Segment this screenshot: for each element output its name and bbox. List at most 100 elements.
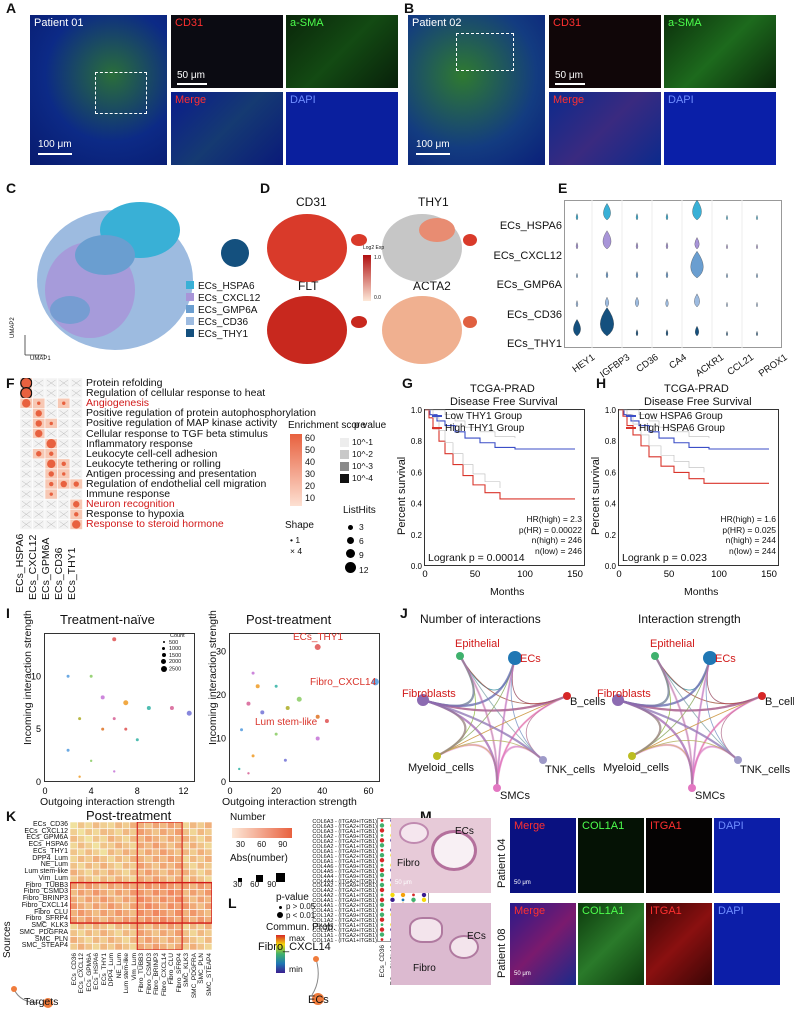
legend-line-icon [432, 427, 442, 430]
heatmap-cell [144, 929, 153, 937]
violin-shape [635, 271, 639, 279]
heatmap-cell [151, 868, 160, 877]
enrich-cross [34, 389, 44, 397]
heatmap-cell [129, 848, 138, 856]
scatter-point [112, 717, 116, 721]
heatmap-cell [129, 882, 138, 890]
heatmap-cell [84, 882, 93, 890]
heatmap-cell [166, 868, 175, 877]
lr-dot [379, 927, 385, 932]
network-node-label: B_cells [765, 696, 794, 708]
panel-i-right-ylabel: Incoming interaction strength [207, 610, 219, 745]
legend-label: p > 0.05 [286, 902, 316, 911]
y-tick: 0.0 [605, 562, 617, 571]
heatmap-cell [84, 922, 93, 931]
go-term-label: Angiogenesis [86, 397, 150, 410]
panel-letter-e: E [558, 180, 568, 196]
panel-b-dapi-label: DAPI [668, 94, 694, 106]
heatmap-cell [144, 875, 153, 883]
heatmap-cell [77, 835, 86, 843]
legend-label: ECs_THY1 [198, 329, 249, 340]
go-term-label: Antigen processing and presentation [86, 467, 257, 480]
y-tick: 0 [36, 777, 41, 787]
panel-b-merge-label: Merge [553, 94, 585, 106]
heatmap-cell [129, 862, 138, 870]
heatmap-cell [122, 868, 131, 877]
violin-shape [576, 273, 578, 279]
x-tick: 60 [363, 786, 373, 796]
heatmap-cell [181, 882, 190, 890]
enrich-dot [49, 481, 54, 487]
shape-dot-icon: • [290, 535, 296, 545]
heatmap-cell [204, 909, 212, 917]
hits-dot-icon [346, 549, 355, 558]
heatmap-row-label: Fibro_SFRP4 [25, 915, 68, 923]
heatmap-cell [196, 841, 205, 850]
legend-label: High THY1 Group [445, 423, 525, 434]
panel-g-legend: Low THY1 Group High THY1 Group [432, 411, 524, 435]
heatmap-cell [166, 916, 175, 924]
legend-swatch [340, 462, 349, 472]
scatter-point [169, 706, 174, 710]
lr-pair-label: COL4A5 - (ITGA2+ITGB1) [312, 868, 377, 875]
enrich-dot [35, 410, 42, 417]
heatmap-col-label: Fibro_CSMD3 [145, 953, 153, 995]
violin-shape [756, 331, 758, 337]
panel-c-umap [24, 202, 249, 356]
heatmap-cell [114, 936, 123, 944]
panel-a-scale-text: 100 μm [38, 139, 72, 150]
heatmap-cell [77, 929, 86, 937]
panel-f-shape-title: Shape [285, 520, 314, 531]
heatmap-cell [136, 855, 146, 863]
panel-a-cd31-scale-text: 50 μm [177, 70, 205, 81]
legend-item: 500 [160, 640, 185, 647]
heatmap-cell [70, 902, 78, 910]
heatmap-cell [114, 835, 123, 843]
y-tick: 30 [216, 646, 226, 656]
heatmap-cell [92, 889, 101, 897]
enrich-cross [59, 389, 69, 397]
network-edge [617, 698, 739, 761]
network-edge [422, 698, 544, 761]
violin-shape [635, 213, 639, 221]
heatmap-cell [159, 916, 168, 924]
panel-a-dapi-image: DAPI [286, 92, 398, 165]
network-node-label: TNK_cells [545, 764, 596, 776]
count-dot-icon [162, 647, 165, 651]
channel-label: ITGA1 [650, 905, 682, 917]
heatmap-cell [159, 889, 168, 897]
y-tick: 0.4 [605, 500, 617, 509]
heatmap-cell [196, 895, 205, 904]
heatmap-cell [122, 841, 131, 850]
heatmap-cell [166, 895, 175, 904]
heatmap-col-label: ECs_HSPA6 [93, 953, 101, 990]
heatmap-cell [181, 822, 190, 830]
scatter-point [66, 674, 70, 678]
x-tick: 100 [711, 569, 727, 580]
panel-h-ylabel: Percent survival [590, 456, 602, 535]
panel-d-colorbar-max: 1.0 [374, 255, 381, 261]
panel-b-asma-image: a-SMA [664, 15, 776, 88]
heatmap-row-label: Fibro_CLU [34, 908, 68, 916]
lr-dot [380, 848, 384, 852]
heatmap-cell [114, 902, 123, 910]
heatmap-cell [136, 848, 146, 856]
violin-row-label: ECs_GMP6A [496, 279, 562, 291]
heatmap-row-label: Fibro_CSMD3 [23, 888, 68, 896]
heatmap-col-label: ECs_GPM6A [85, 953, 93, 992]
panel-m-he-patient08: ECs Fibro [391, 903, 491, 985]
legend-item: 3 [345, 520, 368, 534]
lr-pair-label: COL1A2 - (ITGA1+ITGB1) [312, 923, 377, 930]
enrich-cross [71, 430, 81, 437]
panel-g-title-2: Disease Free Survival [450, 396, 558, 408]
panel-letter-f: F [6, 375, 15, 391]
heatmap-cell [136, 902, 146, 910]
heatmap-cell [114, 889, 123, 897]
heatmap-cell [70, 828, 78, 836]
heatmap-cell [114, 929, 123, 937]
go-term-label: Protein refolding [86, 377, 163, 389]
enrich-cross [21, 450, 31, 458]
lr-pair-label: COL1A2 - (ITGA9+ITGB1) [312, 913, 377, 920]
panel-letter-m: M [420, 808, 432, 824]
y-tick: 1.0 [411, 406, 423, 415]
